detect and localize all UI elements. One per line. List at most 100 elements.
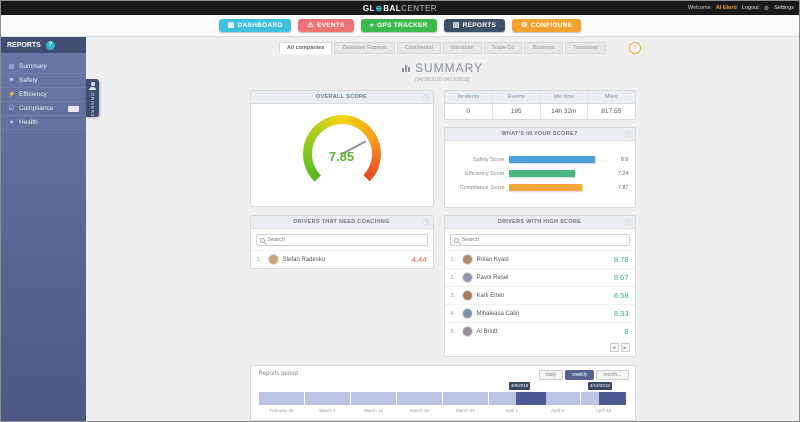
coaching-title: DRIVERS THAT NEED COACHING: [293, 219, 390, 225]
topbar: GL⊕BALCENTER Welcome Al Elord Logout ⚙ S…: [1, 1, 799, 15]
efficiency-score-bar: [508, 170, 609, 177]
stats-col-incidents: Incidents: [444, 91, 492, 104]
info-icon[interactable]: ⓘ: [625, 221, 632, 227]
left-column: OVERALL SCORE ⓘ 7.85 DRIVERS THAT NEED C…: [249, 90, 434, 269]
sidebar-help-icon[interactable]: ?: [45, 40, 55, 50]
coaching-search: [255, 234, 428, 246]
sidebar-item-compliance[interactable]: ☑ Compliance: [1, 102, 86, 116]
nav-gps-tracker-button[interactable]: ⌖ GPS TRACKER: [360, 19, 437, 32]
coaching-card: DRIVERS THAT NEED COACHING ⓘ 1. Stefan R…: [249, 215, 434, 269]
driver-name: Stefan Radesku: [282, 256, 326, 263]
logout-link[interactable]: Logout: [741, 5, 759, 11]
coaching-search-input[interactable]: [267, 237, 424, 243]
coaching-row[interactable]: 1. Stefan Radesku 4.44: [250, 250, 433, 268]
selected-period-start[interactable]: [516, 392, 546, 405]
high-score-row[interactable]: 5. Al Briott 8: [444, 322, 635, 340]
sidebar-header: REPORTS ?: [1, 37, 86, 53]
page-title-text: SUMMARY: [414, 61, 484, 75]
configure-gear-icon: ⚙: [521, 22, 528, 29]
weekly-button[interactable]: weekly: [565, 370, 595, 380]
driver-score: 8.67: [613, 273, 629, 282]
compliance-score-label: Compliance Score: [459, 184, 505, 191]
topbar-user-area: Welcome Al Elord Logout ⚙ Settings: [688, 1, 794, 15]
info-icon[interactable]: ⓘ: [423, 96, 430, 102]
safety-score-bar: [508, 156, 609, 163]
high-score-search-input[interactable]: [461, 237, 626, 243]
sidebar-item-safety[interactable]: ⚑ Safety: [1, 74, 86, 88]
efficiency-score-row: Efficiency Score 7.24: [451, 170, 629, 177]
row-index: 3.: [450, 292, 456, 299]
row-index: 1.: [256, 256, 262, 263]
tab-company-1[interactable]: Delaware Express: [334, 42, 395, 54]
high-score-row[interactable]: 1. Rolan Kyast 8.78: [444, 250, 635, 268]
high-score-row[interactable]: 4. Mihaleasa Calin 8.33: [444, 304, 635, 322]
sidebar-item-label: Health: [19, 119, 38, 126]
avatar: [461, 308, 473, 319]
nav-gps-tracker-label: GPS TRACKER: [377, 22, 428, 29]
sidebar-item-health[interactable]: ♥ Health: [1, 116, 86, 130]
high-score-card: DRIVERS WITH HIGH SCORE ⓘ 1. Rolan Kyast…: [443, 215, 636, 357]
avatar: [461, 272, 473, 283]
timeline-axis: February 25 March 4 March 11 March 18 Ma…: [259, 408, 627, 413]
tab-all-companies[interactable]: All companies: [279, 42, 333, 54]
username: Al Elord: [715, 5, 737, 11]
high-score-row[interactable]: 2. Pavol Resel 8.67: [444, 268, 635, 286]
main-navbar: ▦ DASHBOARD ⚠ EVENTS ⌖ GPS TRACKER ▤ REP…: [1, 15, 799, 37]
compliance-score-bar: [508, 184, 609, 191]
stats-value-events: 195: [492, 104, 540, 119]
overall-score-header: OVERALL SCORE ⓘ: [250, 91, 433, 104]
settings-link[interactable]: Settings: [774, 5, 794, 11]
sidebar-item-efficiency[interactable]: ⚡ Efficiency: [1, 88, 86, 102]
sidebar-item-summary[interactable]: ▤ Summary: [1, 60, 86, 74]
stats-value-miles: 817.55: [587, 104, 635, 119]
summary-header: SUMMARY (04/08/2018-04/14/2018): [86, 61, 799, 83]
nav-configure-button[interactable]: ⚙ CONFIGURE: [512, 19, 582, 32]
next-page-button[interactable]: ►: [620, 343, 630, 352]
nav-reports-label: REPORTS: [462, 22, 497, 29]
pagination: ◄ ►: [445, 340, 635, 356]
selected-period-end[interactable]: [598, 392, 627, 405]
stats-col-events: Events: [492, 91, 540, 104]
row-index: 1.: [450, 256, 456, 263]
score-breakdown-card: WHAT'S IN YOUR SCORE? ⓘ Safety Score 8.9…: [443, 127, 636, 208]
sidebar-item-label: Safety: [19, 77, 38, 84]
stats-col-miles: Miles: [587, 91, 635, 104]
tab-company-2[interactable]: Continental: [396, 42, 441, 54]
nav-dashboard-button[interactable]: ▦ DASHBOARD: [218, 19, 292, 32]
compliance-score-row: Compliance Score 7.87: [451, 184, 629, 191]
tab-company-5[interactable]: Business: [524, 42, 563, 54]
nav-dashboard-label: DASHBOARD: [237, 22, 283, 29]
drivers-tab-label: DRIVERS: [90, 92, 95, 117]
compliance-badge: [68, 105, 79, 112]
axis-label: February 25: [269, 408, 294, 413]
high-score-title: DRIVERS WITH HIGH SCORE: [497, 219, 582, 225]
driver-name: Pavol Resel: [476, 274, 509, 281]
tab-company-6[interactable]: Transwest: [564, 42, 606, 54]
health-heart-icon: ♥: [9, 119, 14, 126]
export-button[interactable]: ≡: [629, 42, 641, 54]
score-breakdown-body: Safety Score 8.9 Efficiency Score 7.24 C…: [445, 141, 635, 207]
high-score-row[interactable]: 3. Karli Erten 8.58: [444, 286, 635, 304]
driver-score: 8.58: [613, 291, 629, 300]
info-icon[interactable]: ⓘ: [423, 221, 430, 227]
prev-page-button[interactable]: ◄: [609, 343, 619, 352]
nav-events-button[interactable]: ⚠ EVENTS: [298, 19, 354, 32]
period-granularity-buttons: daily weekly month...: [538, 370, 629, 380]
drivers-flyout-tab[interactable]: DRIVERS: [86, 79, 99, 117]
nav-reports-button[interactable]: ▤ REPORTS: [443, 19, 506, 32]
nav-events-label: EVENTS: [317, 22, 345, 29]
sidebar-item-label: Efficiency: [19, 91, 47, 98]
tab-company-4[interactable]: Trade Co: [483, 42, 523, 54]
person-icon: [90, 82, 95, 86]
report-chart-icon: ▤: [452, 22, 460, 29]
body-row: REPORTS ? ▤ Summary ⚑ Safety ⚡ Efficienc…: [1, 37, 799, 421]
daily-button[interactable]: daily: [538, 370, 564, 380]
period-timeline[interactable]: 4/8/2018 4/14/2018: [258, 382, 627, 405]
row-index: 5.: [450, 328, 456, 335]
globe-icon: ⊕: [375, 3, 383, 13]
monthly-button[interactable]: month...: [596, 370, 629, 380]
bar-chart-icon: [401, 64, 410, 72]
tab-company-3[interactable]: Interstate: [442, 42, 482, 54]
driver-score: 8: [624, 327, 629, 336]
info-icon[interactable]: ⓘ: [625, 133, 632, 139]
